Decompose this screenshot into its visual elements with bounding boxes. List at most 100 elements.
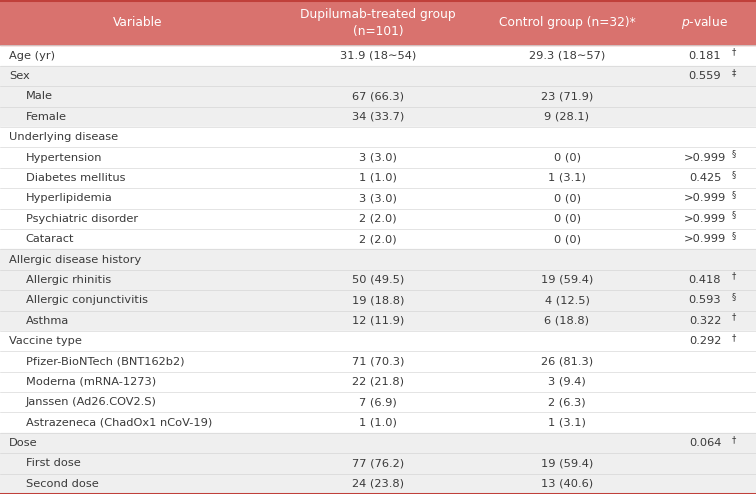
Text: 19 (18.8): 19 (18.8) [352, 295, 404, 305]
Text: >0.999: >0.999 [684, 153, 726, 163]
Text: 0.559: 0.559 [689, 71, 721, 81]
Text: 6 (18.8): 6 (18.8) [544, 316, 590, 326]
Text: 22 (21.8): 22 (21.8) [352, 377, 404, 387]
Text: 3 (9.4): 3 (9.4) [548, 377, 586, 387]
Text: First dose: First dose [26, 458, 80, 468]
Text: 0 (0): 0 (0) [553, 214, 581, 224]
Text: 0 (0): 0 (0) [553, 153, 581, 163]
Bar [0, 168, 756, 188]
Text: 2 (6.3): 2 (6.3) [548, 397, 586, 407]
Text: §: § [732, 210, 736, 219]
Text: 0 (0): 0 (0) [553, 234, 581, 244]
Text: 2 (2.0): 2 (2.0) [359, 214, 397, 224]
Text: 24 (23.8): 24 (23.8) [352, 479, 404, 489]
Bar [0, 351, 756, 371]
Bar [0, 66, 756, 86]
Text: 0.322: 0.322 [689, 316, 721, 326]
Text: Pfizer-BioNTech (BNT162b2): Pfizer-BioNTech (BNT162b2) [26, 357, 184, 367]
Text: Allergic conjunctivitis: Allergic conjunctivitis [26, 295, 147, 305]
Text: 31.9 (18∼54): 31.9 (18∼54) [340, 51, 416, 61]
Text: 0.064: 0.064 [689, 438, 721, 448]
Text: 1 (1.0): 1 (1.0) [359, 173, 397, 183]
Bar [0, 290, 756, 311]
Bar [0, 433, 756, 453]
Text: 71 (70.3): 71 (70.3) [352, 357, 404, 367]
Text: Hyperlipidemia: Hyperlipidemia [26, 193, 113, 204]
Bar [0, 311, 756, 331]
Text: §: § [732, 190, 736, 199]
Text: Female: Female [26, 112, 67, 122]
Text: 19 (59.4): 19 (59.4) [541, 458, 593, 468]
Text: 13 (40.6): 13 (40.6) [541, 479, 593, 489]
Text: Vaccine type: Vaccine type [9, 336, 82, 346]
Text: Dupilumab-treated group
(n=101): Dupilumab-treated group (n=101) [300, 8, 456, 38]
Text: 77 (76.2): 77 (76.2) [352, 458, 404, 468]
Bar [0, 0, 756, 45]
Bar [0, 270, 756, 290]
Text: Diabetes mellitus: Diabetes mellitus [26, 173, 125, 183]
Text: 2 (2.0): 2 (2.0) [359, 234, 397, 244]
Text: Allergic disease history: Allergic disease history [9, 254, 141, 264]
Text: 0.425: 0.425 [689, 173, 721, 183]
Text: Control group (n=32)*: Control group (n=32)* [499, 16, 635, 29]
Bar [0, 45, 756, 66]
Text: 4 (12.5): 4 (12.5) [544, 295, 590, 305]
Text: 29.3 (18∼57): 29.3 (18∼57) [529, 51, 605, 61]
Text: 3 (3.0): 3 (3.0) [359, 153, 397, 163]
Text: Hypertension: Hypertension [26, 153, 102, 163]
Bar [0, 229, 756, 249]
Text: $p$-value: $p$-value [681, 14, 729, 31]
Text: §: § [732, 231, 736, 240]
Text: †: † [732, 272, 736, 281]
Text: 34 (33.7): 34 (33.7) [352, 112, 404, 122]
Text: †: † [732, 333, 736, 342]
Text: Dose: Dose [9, 438, 38, 448]
Text: †: † [732, 313, 736, 322]
Text: Janssen (Ad26.COV2.S): Janssen (Ad26.COV2.S) [26, 397, 156, 407]
Text: >0.999: >0.999 [684, 234, 726, 244]
Text: Psychiatric disorder: Psychiatric disorder [26, 214, 138, 224]
Bar [0, 86, 756, 107]
Text: †: † [732, 47, 736, 56]
Text: ‡: ‡ [732, 68, 736, 77]
Text: 7 (6.9): 7 (6.9) [359, 397, 397, 407]
Text: Moderna (mRNA-1273): Moderna (mRNA-1273) [26, 377, 156, 387]
Bar [0, 371, 756, 392]
Text: 0.181: 0.181 [689, 51, 721, 61]
Bar [0, 107, 756, 127]
Text: Allergic rhinitis: Allergic rhinitis [26, 275, 111, 285]
Bar [0, 127, 756, 147]
Text: Variable: Variable [113, 16, 163, 29]
Bar [0, 392, 756, 412]
Text: 0.418: 0.418 [689, 275, 721, 285]
Text: 1 (1.0): 1 (1.0) [359, 417, 397, 428]
Bar [0, 188, 756, 208]
Text: 67 (66.3): 67 (66.3) [352, 91, 404, 101]
Text: 3 (3.0): 3 (3.0) [359, 193, 397, 204]
Text: §: § [732, 292, 736, 301]
Text: 1 (3.1): 1 (3.1) [548, 417, 586, 428]
Text: 12 (11.9): 12 (11.9) [352, 316, 404, 326]
Text: Asthma: Asthma [26, 316, 69, 326]
Text: 0.593: 0.593 [689, 295, 721, 305]
Text: 1 (3.1): 1 (3.1) [548, 173, 586, 183]
Text: >0.999: >0.999 [684, 193, 726, 204]
Text: Cataract: Cataract [26, 234, 74, 244]
Bar [0, 208, 756, 229]
Text: 9 (28.1): 9 (28.1) [544, 112, 590, 122]
Text: 19 (59.4): 19 (59.4) [541, 275, 593, 285]
Text: Second dose: Second dose [26, 479, 98, 489]
Bar [0, 249, 756, 270]
Text: Underlying disease: Underlying disease [9, 132, 118, 142]
Text: §: § [732, 149, 736, 159]
Text: Male: Male [26, 91, 53, 101]
Bar [0, 331, 756, 351]
Bar [0, 453, 756, 474]
Text: †: † [732, 435, 736, 444]
Text: 26 (81.3): 26 (81.3) [541, 357, 593, 367]
Text: Age (yr): Age (yr) [9, 51, 55, 61]
Text: >0.999: >0.999 [684, 214, 726, 224]
Text: 0 (0): 0 (0) [553, 193, 581, 204]
Text: 23 (71.9): 23 (71.9) [541, 91, 593, 101]
Text: 0.292: 0.292 [689, 336, 721, 346]
